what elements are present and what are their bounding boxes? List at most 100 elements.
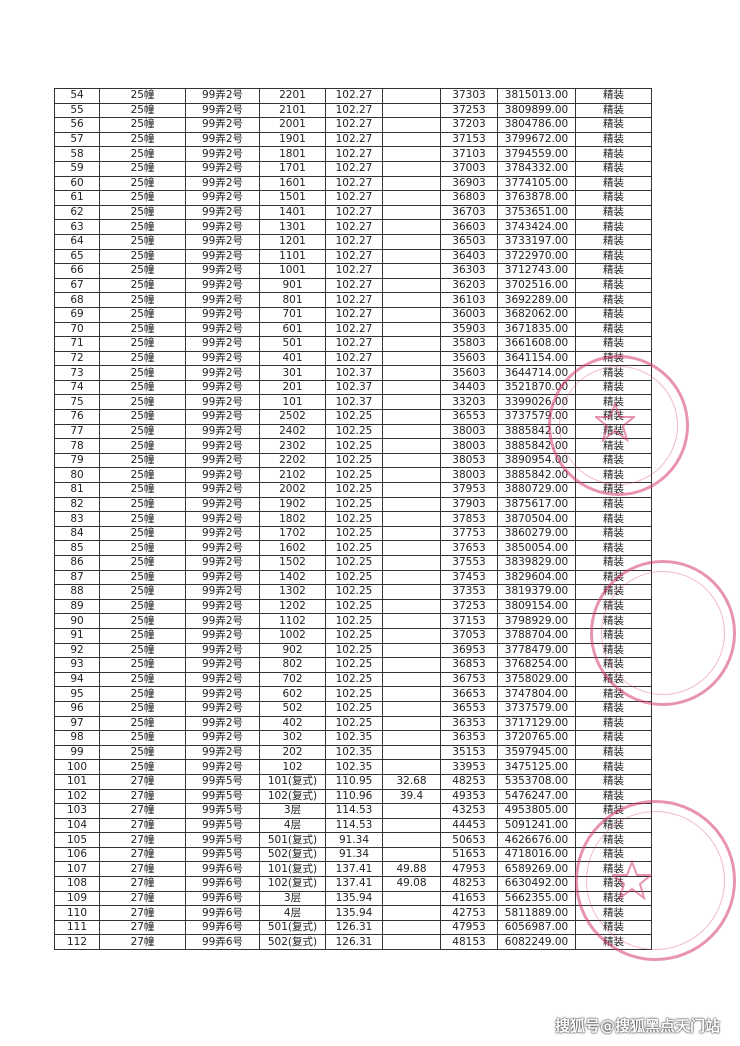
table-cell bbox=[382, 934, 441, 951]
table-cell: 80 bbox=[54, 467, 100, 484]
table-cell: 37253 bbox=[440, 102, 498, 119]
table-row: 75 25幢 99弄2号 101 102.37 33203 3399026.00 精装 bbox=[54, 394, 652, 411]
table-cell: 2002 bbox=[259, 482, 326, 498]
table-cell: 37953 bbox=[440, 482, 498, 498]
table-row: 88 25幢 99弄2号 1302 102.25 37353 3819379.00 精装 bbox=[54, 584, 652, 600]
table-cell: 3875617.00 bbox=[497, 496, 576, 513]
table-cell: 5811889.00 bbox=[497, 905, 576, 921]
table-cell: 3784332.00 bbox=[497, 160, 576, 177]
table-cell: 36903 bbox=[440, 175, 498, 192]
table-cell bbox=[382, 671, 441, 688]
table-cell: 102 bbox=[54, 788, 100, 805]
table-cell bbox=[382, 102, 441, 119]
table-cell: 96 bbox=[54, 700, 100, 717]
table-cell: 51653 bbox=[440, 846, 498, 863]
table-cell: 102.27 bbox=[325, 88, 383, 104]
table-cell bbox=[382, 365, 441, 381]
table-cell: 401 bbox=[259, 350, 326, 367]
table-row: 108 27幢 99弄6号 102(复式) 137.41 49.08 48253 663049… bbox=[54, 876, 652, 892]
table-cell bbox=[382, 627, 441, 644]
table-cell: 502(复式) bbox=[259, 846, 326, 863]
table-cell: 99弄2号 bbox=[185, 452, 260, 469]
table-cell: 1302 bbox=[259, 584, 326, 600]
table-cell: 501(复式) bbox=[259, 919, 326, 936]
table-cell: 3475125.00 bbox=[497, 759, 576, 775]
table-cell: 精装 bbox=[575, 102, 652, 119]
table-cell: 27幢 bbox=[99, 846, 186, 863]
table-cell: 75 bbox=[54, 394, 100, 411]
table-cell: 25幢 bbox=[99, 204, 186, 221]
table-cell: 25幢 bbox=[99, 598, 186, 615]
table-cell: 99弄2号 bbox=[185, 102, 260, 119]
table-row: 80 25幢 99弄2号 2102 102.25 38003 3885842.00 精装 bbox=[54, 467, 652, 484]
table-cell: 25幢 bbox=[99, 686, 186, 702]
table-cell: 91.34 bbox=[325, 846, 383, 863]
table-cell: 25幢 bbox=[99, 190, 186, 206]
table-cell: 精装 bbox=[575, 919, 652, 936]
table-cell: 3815013.00 bbox=[497, 88, 576, 104]
table-cell: 3733197.00 bbox=[497, 233, 576, 250]
table-cell: 103 bbox=[54, 803, 100, 819]
table-cell: 37903 bbox=[440, 496, 498, 513]
table-cell: 2101 bbox=[259, 102, 326, 119]
table-cell: 102.25 bbox=[325, 409, 383, 425]
table-cell: 精装 bbox=[575, 511, 652, 527]
table-cell: 25幢 bbox=[99, 117, 186, 133]
table-cell: 126.31 bbox=[325, 919, 383, 936]
table-cell: 55 bbox=[54, 102, 100, 119]
table-cell: 精装 bbox=[575, 744, 652, 761]
table-cell: 99弄2号 bbox=[185, 555, 260, 571]
table-cell: 3768254.00 bbox=[497, 657, 576, 673]
table-cell: 精装 bbox=[575, 219, 652, 235]
table-cell bbox=[382, 409, 441, 425]
table-cell: 32.68 bbox=[382, 773, 441, 790]
table-cell: 1701 bbox=[259, 160, 326, 177]
table-cell: 25幢 bbox=[99, 452, 186, 469]
table-row: 83 25幢 99弄2号 1802 102.25 37853 3870504.00 精装 bbox=[54, 511, 652, 527]
table-cell: 3702516.00 bbox=[497, 277, 576, 294]
table-cell: 25幢 bbox=[99, 292, 186, 308]
table-cell: 102.25 bbox=[325, 540, 383, 556]
table-cell: 37653 bbox=[440, 540, 498, 556]
table-cell: 102.27 bbox=[325, 175, 383, 192]
table-cell: 27幢 bbox=[99, 788, 186, 805]
table-cell: 102.25 bbox=[325, 525, 383, 542]
table-row: 104 27幢 99弄5号 4层 114.53 44453 5091241.00 精装 bbox=[54, 817, 652, 834]
table-cell: 精装 bbox=[575, 394, 652, 411]
table-row: 60 25幢 99弄2号 1601 102.27 36903 3774105.00 精装 bbox=[54, 175, 652, 192]
table-cell: 89 bbox=[54, 598, 100, 615]
table-cell: 88 bbox=[54, 584, 100, 600]
table-cell: 102.25 bbox=[325, 642, 383, 659]
table-cell: 2502 bbox=[259, 409, 326, 425]
table-cell: 34403 bbox=[440, 379, 498, 396]
table-cell: 102.25 bbox=[325, 598, 383, 615]
table-cell: 精装 bbox=[575, 160, 652, 177]
table-cell: 25幢 bbox=[99, 511, 186, 527]
table-cell: 27幢 bbox=[99, 934, 186, 951]
table-cell bbox=[382, 657, 441, 673]
table-row: 62 25幢 99弄2号 1401 102.27 36703 3753651.00 精装 bbox=[54, 204, 652, 221]
table-cell: 2402 bbox=[259, 423, 326, 440]
table-cell: 602 bbox=[259, 686, 326, 702]
table-cell: 37303 bbox=[440, 88, 498, 104]
table-cell: 99弄6号 bbox=[185, 861, 260, 878]
table-cell: 99弄2号 bbox=[185, 584, 260, 600]
table-cell bbox=[382, 525, 441, 542]
table-cell: 1802 bbox=[259, 511, 326, 527]
table-cell: 精装 bbox=[575, 613, 652, 629]
table-cell: 99弄2号 bbox=[185, 613, 260, 629]
table-cell: 25幢 bbox=[99, 88, 186, 104]
table-cell: 37553 bbox=[440, 555, 498, 571]
table-cell: 99弄2号 bbox=[185, 336, 260, 352]
table-cell: 1601 bbox=[259, 175, 326, 192]
table-cell bbox=[382, 817, 441, 834]
table-row: 87 25幢 99弄2号 1402 102.25 37453 3829604.00 精装 bbox=[54, 569, 652, 586]
table-cell: 99弄6号 bbox=[185, 934, 260, 951]
table-cell bbox=[382, 715, 441, 732]
table-cell: 3661608.00 bbox=[497, 336, 576, 352]
table-cell: 3778479.00 bbox=[497, 642, 576, 659]
table-cell: 50653 bbox=[440, 832, 498, 848]
table-cell: 3521870.00 bbox=[497, 379, 576, 396]
table-cell: 25幢 bbox=[99, 657, 186, 673]
table-cell: 精装 bbox=[575, 700, 652, 717]
